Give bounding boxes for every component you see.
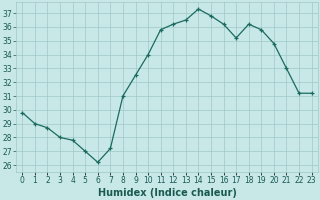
X-axis label: Humidex (Indice chaleur): Humidex (Indice chaleur) [98,188,236,198]
